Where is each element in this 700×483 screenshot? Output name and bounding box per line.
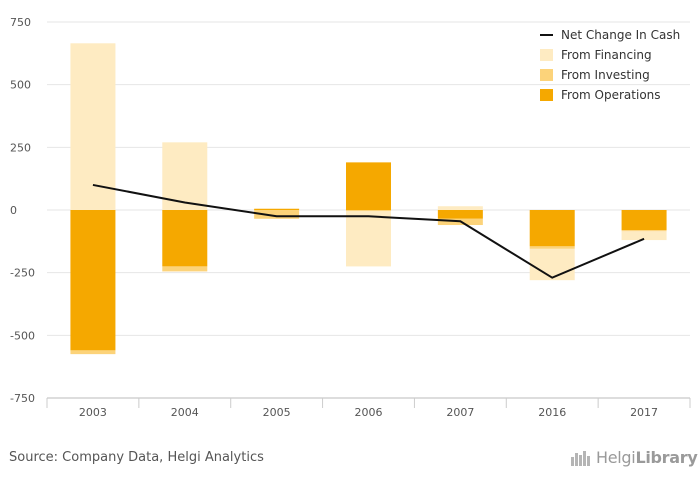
legend: Net Change In Cash From Financing From Inv… [540,28,680,102]
y-tick-label: 500 [10,79,31,92]
bar-from-operations [529,210,575,247]
bar-from-operations [621,210,667,231]
y-tick-label: 250 [10,141,31,154]
x-tick-label: 2016 [538,406,566,419]
bar-from-operations [346,162,391,210]
legend-swatch [540,89,553,101]
legend-label: From Investing [561,68,650,82]
logo-text-bold: Library [635,448,698,467]
net-change-line-path [92,183,645,279]
y-axis-ticks: 750 500 250 0 -250 -500 -750 [10,16,35,405]
bar-from-financing [529,248,575,281]
legend-label: Net Change In Cash [561,28,680,42]
city-skyline-icon [571,450,590,466]
x-tick-label: 2005 [263,406,291,419]
x-tick-label: 2017 [630,406,658,419]
bar-from-investing [621,230,667,232]
x-tick-label: 2006 [355,406,383,419]
legend-swatch [540,69,553,81]
y-tick-label: 0 [10,204,17,217]
bar-from-investing [162,266,208,272]
y-tick-label: -250 [10,267,35,280]
x-tick-label: 2004 [171,406,199,419]
bar-from-financing [70,43,116,210]
bar-from-operations [254,208,300,210]
legend-label: From Financing [561,48,652,62]
legend-swatch [540,49,553,61]
bar-from-financing [346,211,391,267]
source-note: Source: Company Data, Helgi Analytics [9,450,264,465]
bar-from-investing [529,246,575,249]
bar-from-operations [70,210,116,351]
logo-text-regular: Helgi [596,448,636,467]
bar-from-investing [70,350,116,355]
y-tick-label: -750 [10,392,35,405]
helgi-library-logo: HelgiLibrary [570,448,698,467]
bar-from-investing [346,210,391,212]
y-tick-label: -500 [10,329,35,342]
x-tick-label: 2003 [79,406,107,419]
y-tick-label: 750 [10,16,31,29]
bar-from-operations [437,210,483,219]
x-tick-label: 2007 [446,406,474,419]
bar-from-financing [437,206,483,210]
legend-label: From Operations [561,88,661,102]
net-change-line [92,183,645,279]
bar-from-investing [254,210,300,219]
bar-from-financing [621,231,667,241]
x-axis: 2003 2004 2005 2006 2007 2016 2017 [46,397,691,419]
bar-from-operations [162,210,208,267]
